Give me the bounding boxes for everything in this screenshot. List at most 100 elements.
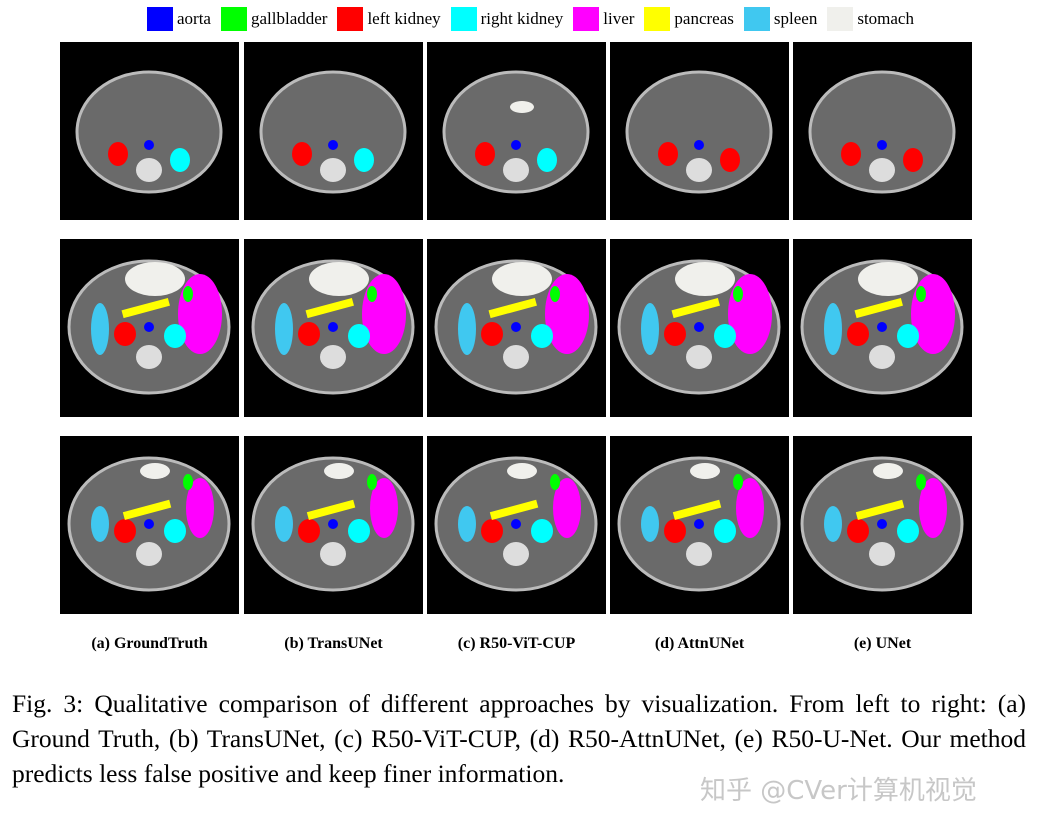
organ [919, 478, 947, 538]
organ [537, 148, 557, 172]
organ [144, 519, 154, 529]
spine [503, 158, 529, 182]
organ [550, 474, 560, 490]
organ [125, 262, 185, 296]
spine [136, 158, 162, 182]
ct-panel [60, 239, 239, 417]
organ [664, 322, 686, 346]
spine [686, 345, 712, 369]
legend-swatch [827, 7, 854, 31]
organ [694, 322, 704, 332]
organ [309, 262, 369, 296]
organ [458, 506, 476, 542]
legend-item: left kidney [337, 7, 441, 31]
organ [178, 274, 222, 354]
organ [122, 499, 172, 520]
legend: aorta gallbladder left kidney right kidney l… [147, 7, 924, 31]
column-label: (d) AttnUNet [654, 635, 745, 652]
organ [858, 262, 918, 296]
organ [328, 322, 338, 332]
organ [362, 274, 406, 354]
legend-label: liver [603, 9, 635, 28]
legend-item: pancreas [644, 7, 734, 31]
legend-label: spleen [773, 9, 818, 28]
organ [328, 140, 338, 150]
spine [136, 345, 162, 369]
organ [531, 519, 553, 543]
organ [91, 506, 109, 542]
ct-panel [244, 42, 423, 220]
organ [916, 474, 926, 490]
spine [503, 345, 529, 369]
organ [553, 478, 581, 538]
ct-panel [793, 239, 972, 417]
legend-swatch [644, 7, 671, 31]
ct-panel [610, 239, 789, 417]
organ [897, 324, 919, 348]
organ [367, 474, 377, 490]
spine [320, 542, 346, 566]
organ [694, 140, 704, 150]
organ [164, 519, 186, 543]
spine [686, 542, 712, 566]
organ [854, 297, 903, 319]
organ [144, 322, 154, 332]
organ [911, 274, 955, 354]
organ [170, 148, 190, 172]
organ [510, 101, 534, 113]
organ [545, 274, 589, 354]
ct-panel [793, 42, 972, 220]
organ [164, 324, 186, 348]
organ [877, 322, 887, 332]
organ [488, 297, 537, 319]
organ [114, 519, 136, 543]
organ [641, 303, 659, 355]
ct-panel [610, 436, 789, 614]
organ [292, 142, 312, 166]
legend-swatch [220, 7, 247, 31]
organ [824, 303, 842, 355]
organ [458, 303, 476, 355]
organ [275, 303, 293, 355]
legend-label: left kidney [367, 9, 441, 28]
legend-swatch [573, 7, 600, 31]
spine [503, 542, 529, 566]
organ [671, 297, 720, 319]
organ [489, 499, 539, 520]
organ [354, 148, 374, 172]
organ [531, 324, 553, 348]
organ [481, 519, 503, 543]
legend-swatch [147, 7, 173, 31]
legend-swatch [743, 7, 770, 31]
legend-item: aorta [147, 7, 211, 31]
legend-label: gallbladder [250, 9, 328, 28]
ct-panel [60, 436, 239, 614]
organ [183, 474, 193, 490]
column-label: (e) UNet [853, 635, 912, 652]
caption-text: Qualitative comparison of different appr… [12, 689, 1027, 788]
organ [736, 478, 764, 538]
organ [475, 142, 495, 166]
organ [733, 474, 743, 490]
organ [855, 499, 905, 520]
spine [320, 158, 346, 182]
legend-label: pancreas [674, 9, 734, 28]
organ [91, 303, 109, 355]
organ [511, 140, 521, 150]
organ [183, 286, 193, 302]
organ [186, 478, 214, 538]
organ [511, 519, 521, 529]
organ [720, 148, 740, 172]
organ [916, 286, 926, 302]
organ [824, 506, 842, 542]
watermark: 知乎 @CVer计算机视觉 [700, 776, 977, 806]
organ [675, 262, 735, 296]
organ [672, 499, 722, 520]
organ [658, 142, 678, 166]
organ [641, 506, 659, 542]
organ [298, 519, 320, 543]
column-label: (b) TransUNet [284, 635, 383, 652]
ct-panel [793, 436, 972, 614]
organ [550, 286, 560, 302]
